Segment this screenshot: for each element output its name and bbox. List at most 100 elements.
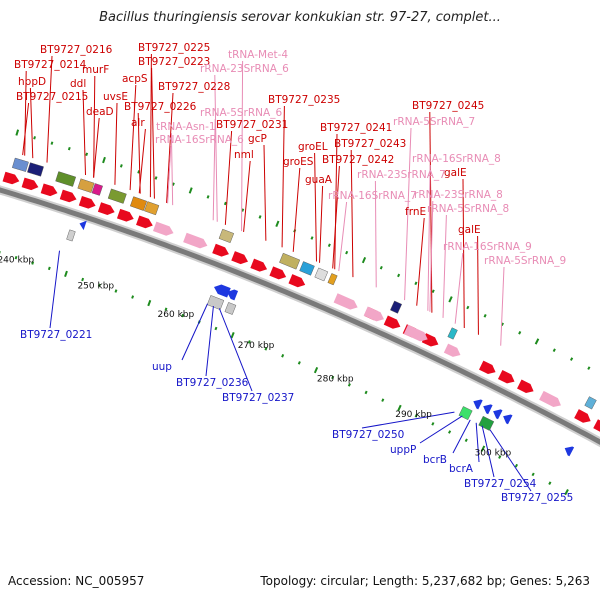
gene-label-top-30: rRNA-5SrRNA_7 — [393, 116, 475, 128]
inner-tick-ring-tick — [0, 250, 1, 255]
leader-top-18 — [224, 130, 233, 225]
leader-top-36 — [416, 217, 425, 306]
inner-tick-ring-tick — [281, 354, 285, 358]
gene-label-top-6: deaD — [86, 106, 114, 118]
outer-tick-ring-tick — [397, 273, 401, 278]
feature-42 — [390, 300, 403, 314]
feature-46 — [214, 284, 231, 298]
outer-tick-ring-tick — [483, 314, 487, 318]
gene-label-top-10: uvsE — [103, 91, 128, 103]
leader-top-15 — [166, 92, 174, 203]
feature-55 — [478, 415, 495, 431]
inner-tick-ring-tick — [548, 481, 552, 485]
leader-top-22 — [281, 105, 285, 248]
gene-label-top-16: rRNA-5SrRNA_6 — [200, 107, 282, 119]
leader-top-32 — [374, 180, 377, 288]
gene-label-top-20: gcP — [248, 133, 267, 145]
gene-label-top-28: guaA — [305, 174, 333, 186]
inner-tick-ring-tick — [414, 414, 418, 418]
inner-tick-ring-tick — [164, 307, 168, 312]
outer-tick-ring-tick — [431, 289, 435, 294]
gene-label-top-25: BT9727_0241 — [320, 122, 392, 134]
feature-54 — [458, 406, 473, 421]
leader-top-14 — [214, 74, 218, 222]
scale-label-0: 240 kbp — [0, 255, 34, 265]
outer-tick-ring-tick — [102, 156, 106, 164]
feature-43 — [447, 327, 458, 340]
leader-bottom-4 — [361, 411, 455, 429]
inner-tick-ring-tick — [97, 283, 101, 287]
gene-label-top-31: rRNA-16SrRNA_8 — [412, 153, 501, 165]
topology-text: Topology: circular; Length: 5,237,682 bp… — [260, 574, 590, 588]
scale-label-1: 250 kbp — [77, 281, 114, 291]
feature-28 — [539, 390, 561, 408]
leader-top-33 — [338, 201, 348, 272]
gene-label-top-3: BT9727_0215 — [16, 91, 88, 103]
inner-tick-ring-tick — [214, 326, 218, 331]
leader-top-5 — [82, 89, 87, 175]
outer-tick-ring-tick — [570, 357, 574, 361]
leader-top-30 — [404, 127, 412, 301]
leader-top-12 — [138, 128, 146, 194]
leader-bottom-1 — [181, 303, 208, 361]
leader-top-29 — [429, 111, 433, 313]
gene-label-top-33: rRNA-16SrRNA_7 — [328, 190, 417, 202]
gene-label-top-29: BT9727_0245 — [412, 100, 484, 112]
outer-tick-ring-tick — [310, 236, 314, 240]
feature-26 — [403, 324, 428, 342]
leader-bottom-5 — [419, 415, 463, 444]
leader-bottom-0 — [49, 250, 61, 329]
outer-tick-ring-tick — [345, 250, 349, 255]
feature-3 — [59, 189, 77, 203]
gene-label-top-38: galE — [458, 224, 481, 236]
outer-tick-ring-tick — [67, 146, 71, 151]
feature-36 — [144, 201, 160, 216]
feature-8 — [212, 243, 229, 257]
gene-label-bottom-9: BT9727_0255 — [501, 492, 573, 504]
inner-tick-ring-tick — [431, 422, 435, 426]
gene-label-top-17: tRNA-Asn-1 — [156, 121, 216, 133]
leader-top-20 — [263, 144, 267, 241]
feature-20 — [574, 409, 591, 423]
gene-label-top-11: BT9727_0226 — [124, 101, 197, 113]
gene-label-top-36: frnE — [405, 206, 426, 218]
leader-top-34 — [429, 200, 434, 312]
inner-tick-ring-tick — [464, 438, 468, 443]
scale-labels: 240 kbp 250 kbp 260 kbp 270 kbp 280 kbp 290 k… — [0, 255, 512, 458]
map-title: Bacillus thuringiensis serovar konkukian… — [99, 10, 501, 25]
inner-tick-ring-tick — [448, 430, 452, 434]
gene-label-bottom-6: bcrB — [423, 454, 447, 466]
leader-top-38 — [477, 235, 479, 335]
scale-label-4: 280 kbp — [317, 374, 354, 384]
inner-tick-ring-tick — [47, 266, 51, 271]
leader-top-3 — [22, 102, 30, 156]
inner-tick-ring-tick — [297, 361, 301, 365]
feature-30 — [27, 162, 44, 177]
leader-top-31 — [427, 164, 431, 311]
leader-bottom-8 — [481, 425, 495, 478]
gene-label-bottom-5: uppP — [390, 444, 416, 456]
leader-top-10 — [114, 102, 118, 185]
inner-tick-ring-tick — [81, 277, 85, 282]
outer-tick-ring-tick — [379, 265, 383, 270]
gene-label-top-37: rRNA-5SrRNA_8 — [427, 203, 509, 215]
outer-tick-ring-tick — [15, 129, 20, 136]
feature-14 — [383, 315, 401, 329]
feature-29 — [12, 157, 29, 172]
outer-tick-ring-tick — [206, 195, 210, 199]
leader-top-35 — [462, 178, 465, 328]
feature-17 — [479, 360, 496, 374]
outer-tick-ring-tick — [414, 281, 418, 286]
feature-56 — [564, 446, 575, 457]
inner-tick-ring-tick — [264, 347, 268, 351]
outer-tick-ring-tick — [448, 296, 453, 303]
feature-23 — [183, 232, 208, 249]
outer-tick-ring-tick — [534, 338, 540, 345]
label-leader-lines — [22, 53, 532, 492]
feature-27 — [443, 343, 461, 357]
inner-tick-ring-tick — [514, 463, 518, 468]
leader-top-7 — [149, 53, 152, 198]
scale-label-2: 260 kbp — [158, 310, 195, 320]
outer-tick-ring-tick — [466, 305, 470, 310]
